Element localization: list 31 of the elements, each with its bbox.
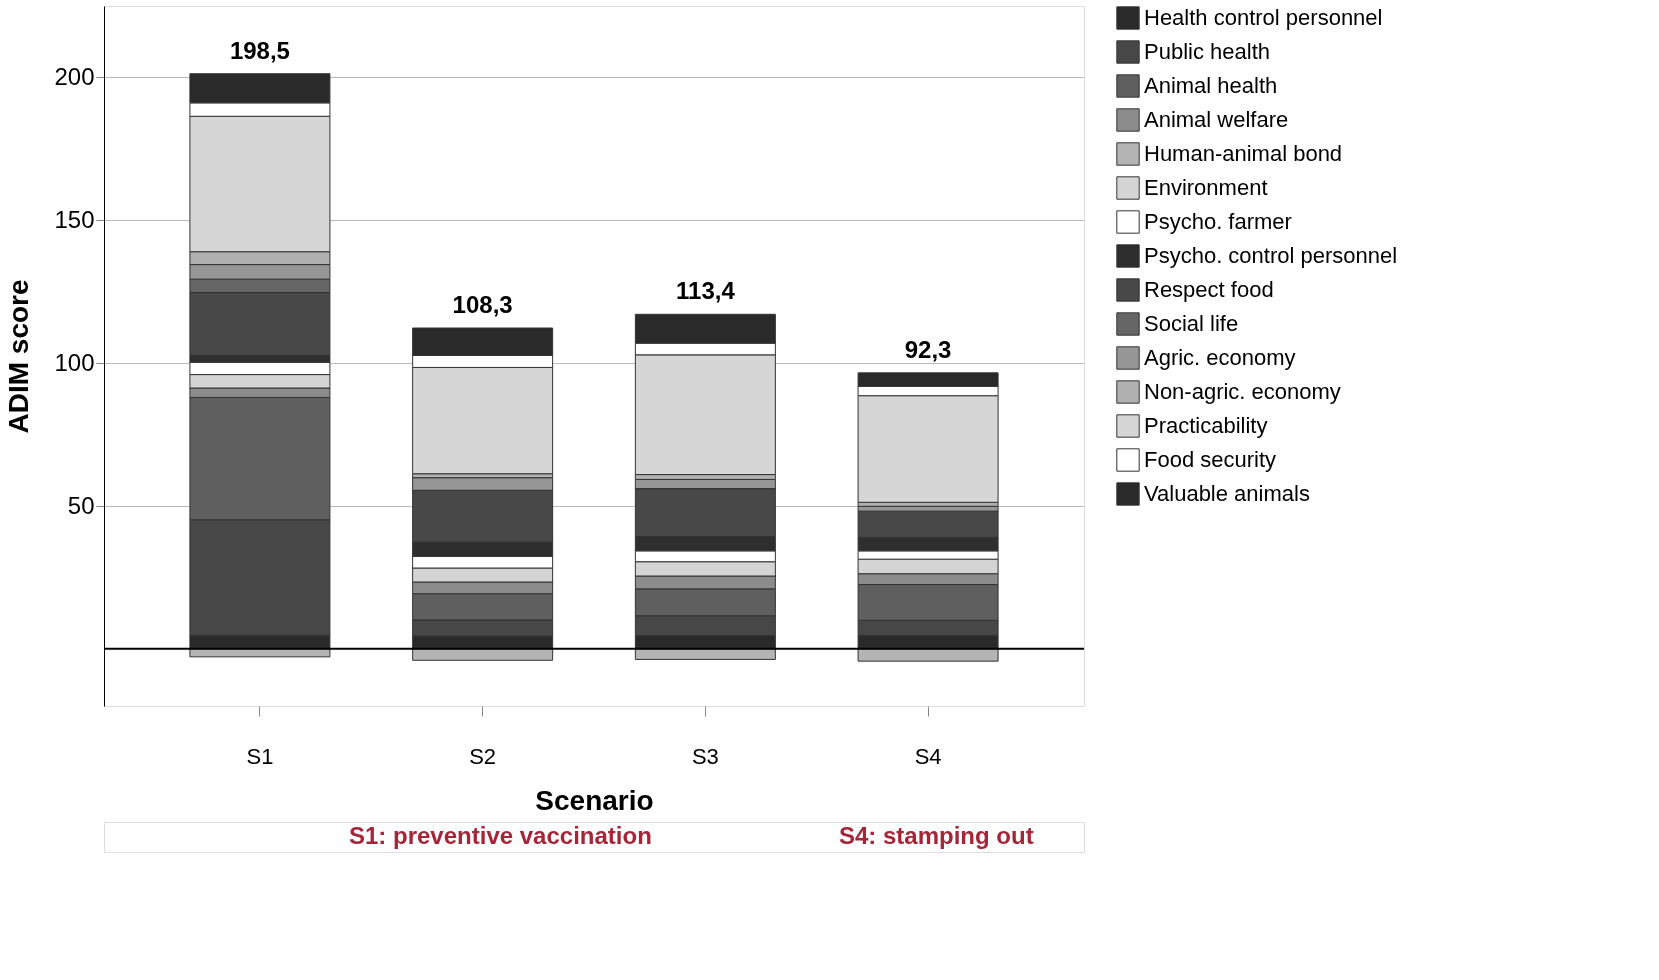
total-label: 198,5 [229,36,290,64]
legend-label: Human-animal bond [1144,141,1343,166]
y-tick-label: 200 [54,62,95,90]
legend-label: Practicability [1144,413,1268,438]
legend-label: Valuable animals [1144,481,1310,506]
legend-label: Environment [1144,175,1268,200]
x-tick-label: S2 [469,743,497,769]
y-tick-label: 150 [54,205,95,233]
total-label: 92,3 [904,335,952,363]
legend-label: Public health [1144,39,1270,64]
y-tick-label: 50 [67,491,95,519]
legend-label: Respect food [1144,277,1274,302]
legend-label: Agric. economy [1144,345,1296,370]
x-tick-label: S4 [914,743,942,769]
x-tick-label: S1 [246,743,274,769]
legend-label: Health control personnel [1144,5,1383,30]
legend-label: Psycho. control personnel [1144,243,1398,268]
legend-label: Non-agric. economy [1144,379,1341,404]
legend-label: Food security [1144,447,1277,472]
y-axis-title: ADIM score [3,279,35,434]
x-axis-title: Scenario [535,784,654,816]
legend-label: Animal health [1144,73,1278,98]
legend-label: Social life [1144,311,1239,336]
total-label: 108,3 [452,291,513,318]
y-tick-label: 100 [54,348,95,376]
text: S4: stamping out [839,822,1034,849]
text: S1: preventive vaccination [349,822,652,849]
legend-label: Animal welfare [1144,107,1289,132]
legend-label: Psycho. farmer [1144,209,1292,234]
x-tick-label: S3 [691,743,719,769]
total-label: 113,4 [676,277,736,305]
